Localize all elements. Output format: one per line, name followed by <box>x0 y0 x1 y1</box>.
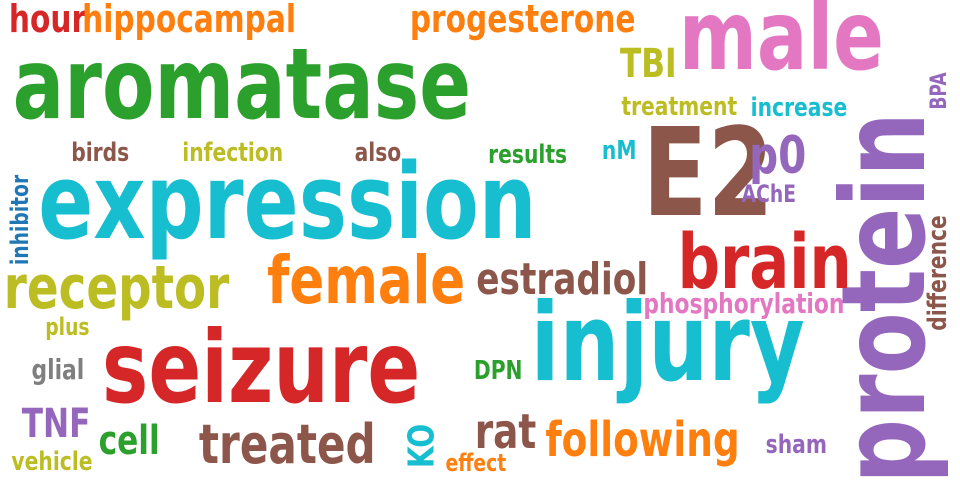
word-plus: plus <box>45 313 90 341</box>
word-increase: increase <box>750 93 848 123</box>
word-treatment: treatment <box>621 92 738 122</box>
word-E2: E2 <box>642 102 774 244</box>
word-following: following <box>545 412 740 468</box>
word-estradiol: estradiol <box>476 254 649 305</box>
word-progesterone: progesterone <box>409 0 636 41</box>
word-aromatase: aromatase <box>12 28 472 142</box>
word-rat: rat <box>474 404 537 460</box>
word-receptor: receptor <box>3 253 230 323</box>
word-male: male <box>678 0 884 92</box>
word-sham: sham <box>765 430 827 460</box>
word-results: results <box>488 140 568 170</box>
word-female: female <box>266 242 466 319</box>
word-BPA: BPA <box>926 72 952 110</box>
word-brain: brain <box>677 217 852 306</box>
word-seizure: seizure <box>101 309 421 426</box>
word-difference: difference <box>923 215 954 331</box>
word-KO: KO <box>401 423 443 469</box>
word-injury: injury <box>530 281 805 406</box>
word-TBI: TBI <box>619 41 677 87</box>
word-infection: infection <box>182 138 284 168</box>
word-p0: p0 <box>749 126 807 186</box>
word-treated: treated <box>198 413 376 476</box>
word-TNF: TNF <box>21 401 91 447</box>
word-AChE: AChE <box>741 180 797 208</box>
word-nM: nM <box>601 136 637 166</box>
word-also: also <box>354 138 402 168</box>
word-hippocampal: hippocampal <box>82 0 297 41</box>
word-glial: glial <box>31 353 85 386</box>
word-inhibitor: inhibitor <box>5 174 34 266</box>
word-birds: birds <box>71 138 130 168</box>
word-effect: effect <box>445 449 507 477</box>
word-DPN: DPN <box>473 356 523 386</box>
word-hour: hour <box>8 0 87 41</box>
word-vehicle: vehicle <box>11 447 93 477</box>
word-cell: cell <box>98 418 160 464</box>
word-expression: expression <box>38 141 537 263</box>
word-phosphorylation: phosphorylation <box>643 287 845 320</box>
